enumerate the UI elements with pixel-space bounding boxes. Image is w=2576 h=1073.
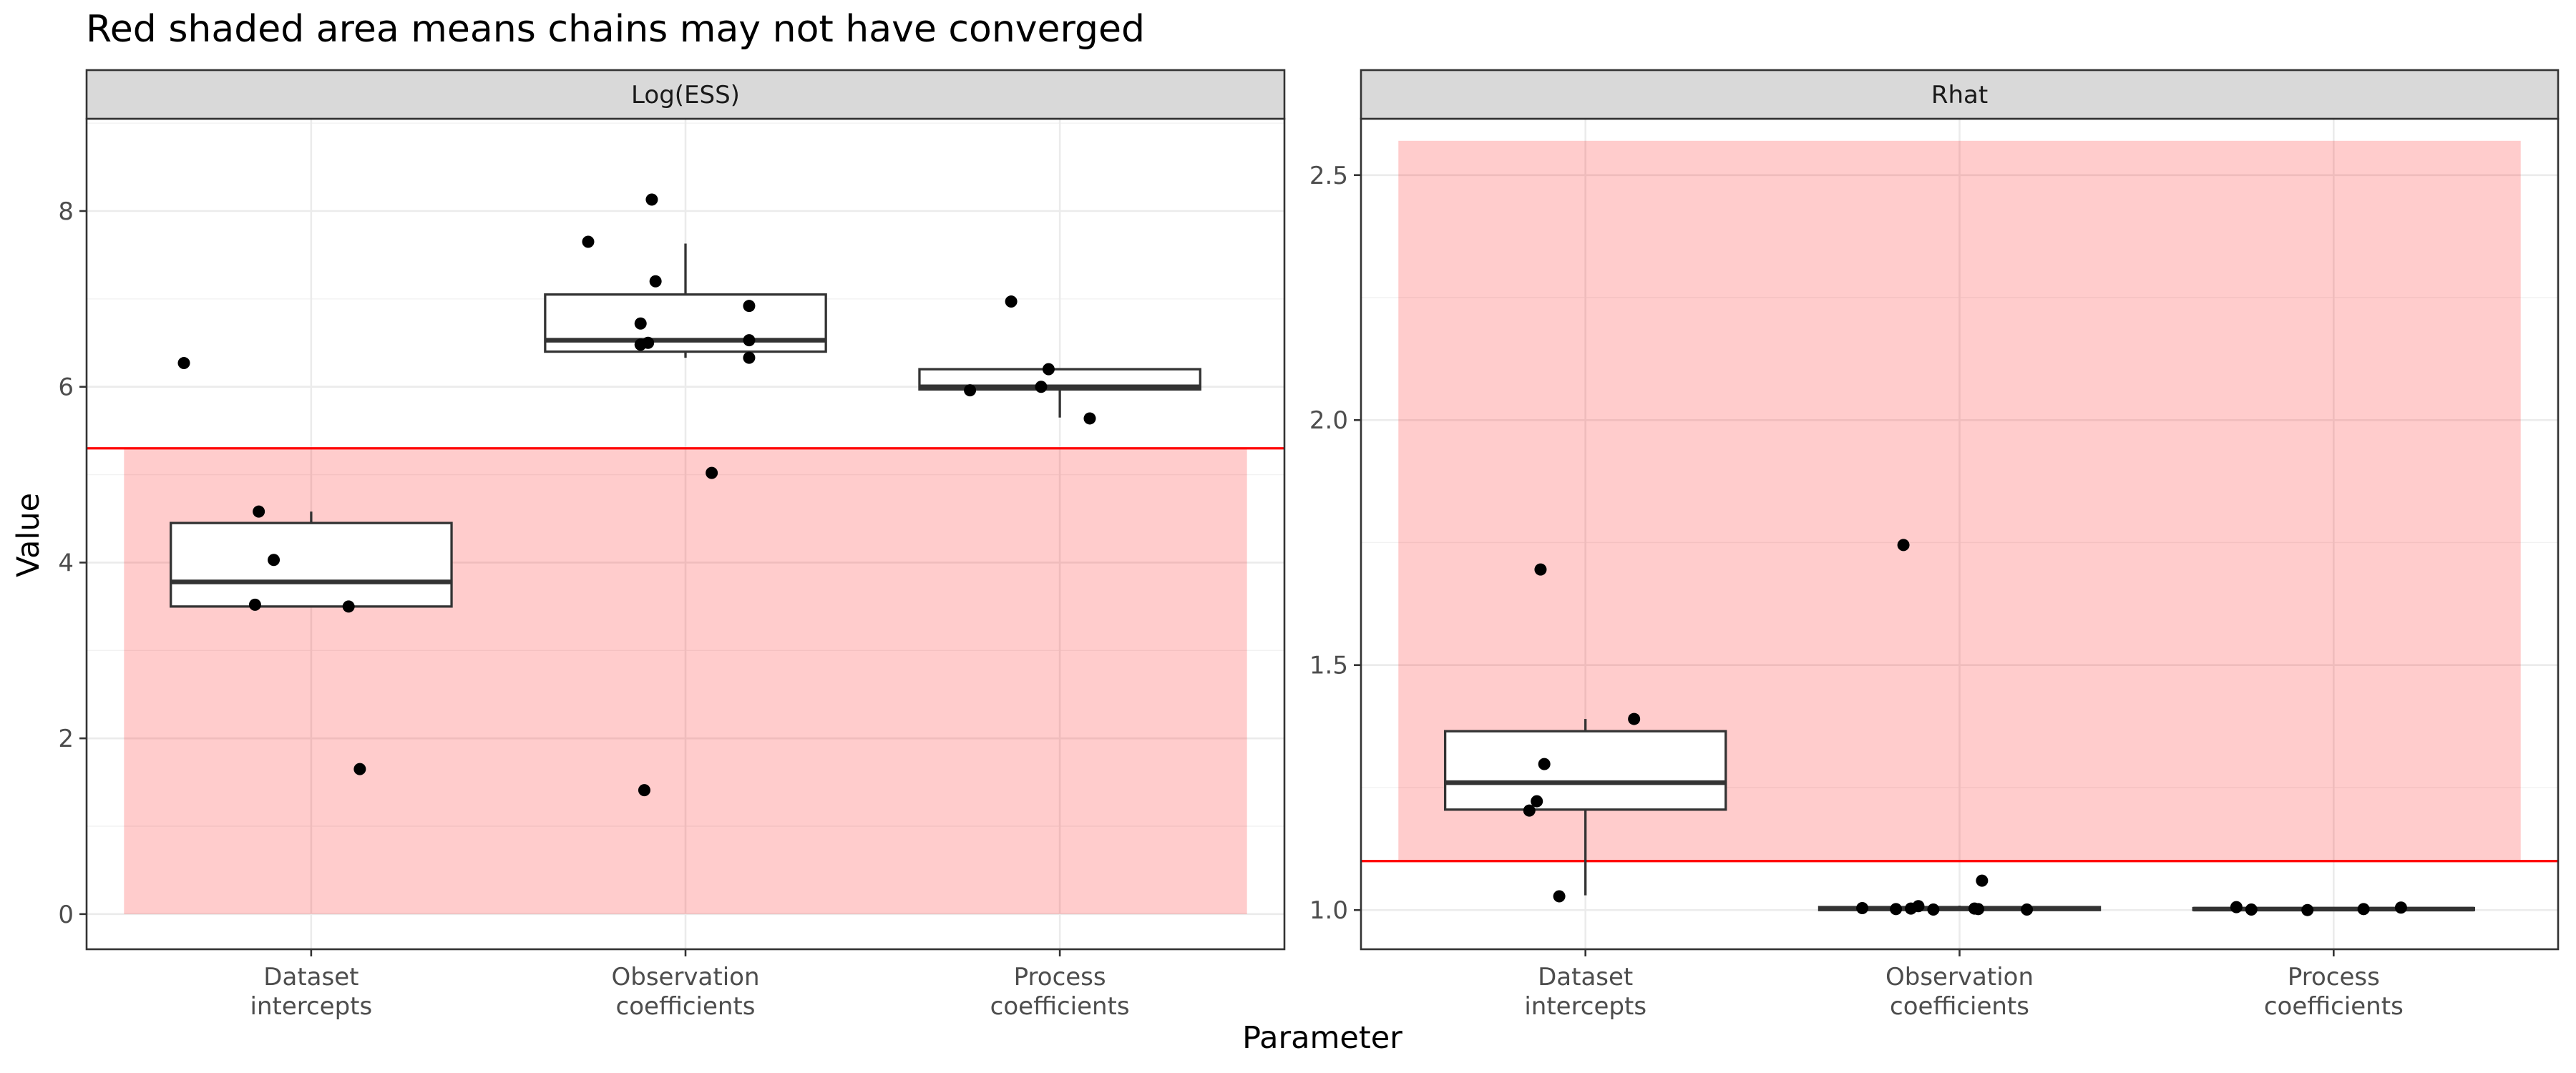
y-tick-label: 1.0: [1309, 896, 1348, 925]
facet-panels: Log(ESS) 0 2 4 6 8 Dataset intercepts Observatio…: [58, 69, 2560, 1021]
data-point: [743, 351, 756, 364]
data-point: [1856, 901, 1869, 914]
data-point: [1538, 758, 1551, 770]
data-point: [649, 275, 662, 288]
y-axis-title: Value: [11, 493, 47, 577]
x-tick-label: Process coefficients: [990, 963, 1130, 1021]
data-point: [1927, 903, 1940, 916]
data-point: [177, 357, 190, 370]
box-iqr: [1443, 730, 1727, 811]
y-tick-label: 6: [58, 373, 74, 402]
plot-title: Red shaded area means chains may not hav…: [86, 8, 1145, 51]
facet-strip-label: Log(ESS): [631, 81, 740, 109]
x-tick-label: Observation coefficients: [1885, 963, 2034, 1021]
box-iqr: [544, 293, 827, 353]
data-point: [2357, 903, 2370, 916]
data-point: [706, 466, 718, 479]
data-point: [2245, 903, 2258, 916]
box-iqr: [170, 521, 453, 608]
data-point: [1005, 295, 1018, 308]
data-point: [2021, 903, 2034, 916]
data-point: [645, 193, 658, 206]
data-point: [743, 334, 756, 347]
x-axis-title: Parameter: [1242, 1020, 1402, 1056]
data-point: [2301, 903, 2314, 916]
data-point: [268, 554, 280, 567]
data-point: [642, 336, 655, 349]
nonconvergence-shade: [124, 448, 1247, 914]
y-tick-label: 8: [58, 197, 74, 226]
x-tick-label: Dataset intercepts: [1524, 963, 1646, 1021]
boxplot: [544, 243, 827, 358]
data-point: [1083, 412, 1096, 425]
data-point: [1553, 890, 1566, 903]
data-point: [2230, 901, 2243, 913]
facet-strip: [85, 69, 1286, 120]
data-point: [1035, 381, 1048, 393]
data-point: [634, 317, 647, 330]
data-point: [1912, 900, 1925, 913]
facet-panel-1: Log(ESS) 0 2 4 6 8 Dataset intercepts Observatio…: [58, 69, 1286, 1021]
data-point: [253, 505, 265, 518]
x-tick-label: Dataset intercepts: [250, 963, 373, 1021]
data-point: [248, 598, 261, 611]
y-tick-label: 2.5: [1309, 162, 1348, 190]
data-point: [342, 600, 355, 613]
y-tick-label: 0: [58, 901, 74, 929]
y-tick-label: 1.5: [1309, 652, 1348, 680]
data-point: [743, 300, 756, 313]
facet-panel-2: Rhat 1.0 1.5 2.0 2.5 Dataset intercepts Observa…: [1309, 69, 2560, 1021]
y-tick-label: 2.0: [1309, 406, 1348, 435]
data-point: [353, 763, 366, 775]
y-tick-label: 2: [58, 725, 74, 753]
data-point: [1972, 903, 1985, 916]
data-point: [1534, 563, 1547, 576]
data-point: [1042, 363, 1055, 376]
data-point: [638, 784, 650, 797]
x-tick-label: Observation coefficients: [611, 963, 759, 1021]
data-point: [1531, 795, 1543, 808]
data-point: [1628, 712, 1641, 725]
y-tick-label: 4: [58, 549, 74, 577]
boxplot: [1443, 719, 1727, 896]
data-point: [1976, 874, 1989, 887]
data-point: [582, 235, 595, 248]
x-tick-label: Process coefficients: [2264, 963, 2404, 1021]
facet-strip-label: Rhat: [1931, 81, 1988, 109]
data-point: [1890, 903, 1903, 916]
data-point: [1523, 804, 1536, 817]
facet-strip: [1360, 69, 2560, 120]
boxplot: [170, 511, 453, 608]
data-point: [964, 384, 977, 397]
data-point: [2394, 901, 2407, 914]
data-point: [1897, 539, 1910, 552]
